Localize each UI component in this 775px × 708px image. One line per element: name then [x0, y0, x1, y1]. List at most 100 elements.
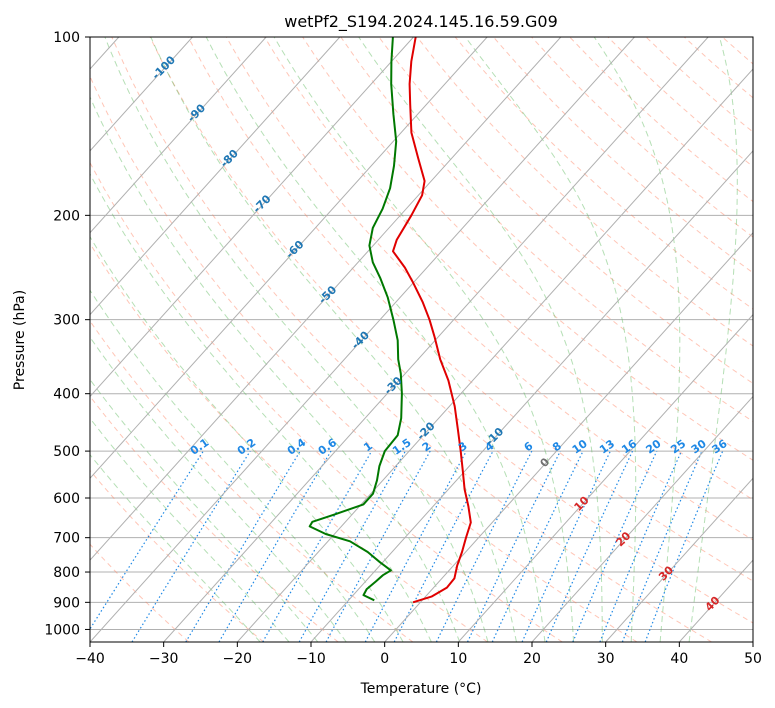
dry-adiabat	[187, 37, 753, 582]
axis-ticks: −40 −30 −20 −10 0 10 20 30 40 5010020030040050060…	[44, 30, 762, 667]
x-tick-label: 20	[523, 651, 541, 667]
dry-adiabat	[90, 395, 339, 642]
moist-adiabat	[205, 37, 546, 642]
reference-line-labels: 0.1 0.2 0.4 0.6 1 1.5 2 3 4 6 8 10 13 16 20 25 30 36-100-…	[149, 53, 729, 614]
dry-adiabat	[645, 37, 753, 133]
dry-adiabat	[683, 37, 753, 99]
mixing-ratio-line	[131, 450, 251, 642]
isotherm	[752, 641, 753, 642]
isotherm	[90, 37, 267, 234]
mixing-ratio-line	[572, 450, 658, 642]
isotherm	[90, 37, 341, 316]
dry-adiabat	[607, 37, 753, 168]
isotherm	[236, 68, 753, 642]
x-tick-label: −40	[75, 651, 105, 667]
mixing-ratio-label: 36	[710, 437, 730, 457]
mixing-ratio-label: 0.2	[235, 436, 258, 458]
moist-adiabats	[90, 37, 738, 642]
dry-adiabat	[264, 37, 753, 501]
temperature-line	[392, 37, 472, 604]
isotherm	[605, 477, 753, 642]
dry-adiabat	[90, 75, 638, 642]
x-tick-label: 50	[744, 651, 762, 667]
isotherm	[531, 395, 753, 642]
mixing-ratio-label: 13	[597, 437, 617, 456]
dry-adiabat	[378, 37, 753, 385]
y-tick-label: 700	[53, 531, 80, 547]
y-tick-label: 900	[53, 595, 80, 611]
y-tick-label: 500	[53, 444, 80, 460]
dry-adiabat	[302, 37, 753, 461]
dry-adiabat	[90, 242, 488, 642]
y-axis-title: Pressure (hPa)	[12, 290, 28, 390]
y-tick-label: 400	[53, 387, 80, 403]
moist-adiabat	[90, 172, 432, 642]
moist-adiabat	[90, 378, 319, 642]
dry-adiabat	[531, 37, 753, 238]
dry-adiabats	[90, 37, 775, 642]
chart-title: wetPf2_S194.2024.145.16.59.G09	[284, 12, 558, 32]
skewed-isotherms	[90, 37, 753, 642]
x-tick-label: −10	[296, 651, 326, 667]
moist-adiabat	[90, 235, 404, 642]
mixing-ratio-label: 0.1	[188, 436, 211, 458]
moist-adiabat	[688, 37, 738, 642]
mixing-ratio-label: 30	[689, 437, 709, 457]
dry-adiabat	[111, 37, 712, 642]
mixing-ratio-label: 16	[619, 437, 639, 457]
moist-adiabat	[104, 37, 489, 642]
dry-adiabat	[493, 37, 753, 274]
mixing-ratio-line	[491, 450, 584, 642]
moist-adiabat	[358, 37, 603, 642]
moist-adiabat	[90, 417, 290, 642]
x-tick-label: 40	[670, 651, 688, 667]
dry-adiabat	[149, 37, 753, 624]
mixing-ratio-line	[466, 450, 561, 642]
dry-adiabat	[90, 543, 190, 642]
mixing-ratio-label: 10	[570, 437, 590, 457]
isotherm	[457, 313, 753, 642]
mixing-ratio-label: 6	[522, 439, 536, 454]
y-tick-label: 200	[53, 208, 80, 224]
mixing-ratio-label: 25	[668, 437, 688, 456]
plot-frame	[89, 36, 754, 643]
x-tick-label: −20	[223, 651, 253, 667]
isotherm	[90, 37, 562, 561]
isotherm	[384, 231, 753, 642]
mixing-ratio-line	[325, 450, 431, 642]
dry-adiabat	[761, 37, 775, 642]
mixing-ratio-line	[435, 450, 533, 642]
mixing-ratio-line	[90, 450, 204, 631]
isotherm	[90, 37, 193, 152]
mixing-ratio-line	[364, 450, 467, 642]
x-tick-label: −30	[149, 651, 179, 667]
dry-adiabat	[416, 37, 753, 347]
mixing-ratio-label: 0.4	[285, 436, 309, 458]
isotherm	[90, 37, 488, 480]
dewpoint-line	[308, 37, 403, 602]
dry-adiabat	[225, 37, 753, 541]
x-tick-label: 10	[449, 651, 467, 667]
mixing-ratio-line	[185, 450, 301, 642]
mixing-ratio-label: 20	[644, 437, 664, 457]
x-tick-label: 0	[380, 651, 389, 667]
moist-adiabat	[90, 336, 347, 642]
moist-adiabat	[90, 95, 461, 642]
moist-adiabat	[593, 37, 681, 642]
dry-adiabat	[90, 469, 264, 642]
moist-adiabat	[464, 37, 637, 642]
moist-adiabat	[273, 37, 575, 642]
y-tick-label: 1000	[44, 622, 80, 638]
mixing-ratio-line	[545, 450, 634, 642]
y-tick-label: 800	[53, 565, 80, 581]
y-tick-label: 300	[53, 313, 80, 329]
mixing-ratio-label: 3	[456, 439, 470, 454]
isotherm	[310, 150, 753, 642]
mixing-ratio-lines	[90, 450, 724, 642]
y-tick-label: 600	[53, 491, 80, 507]
x-tick-label: 30	[597, 651, 615, 667]
mixing-ratio-label: 1	[361, 439, 375, 454]
mixing-ratio-line	[298, 450, 406, 642]
x-axis-title: Temperature (°C)	[360, 681, 482, 697]
